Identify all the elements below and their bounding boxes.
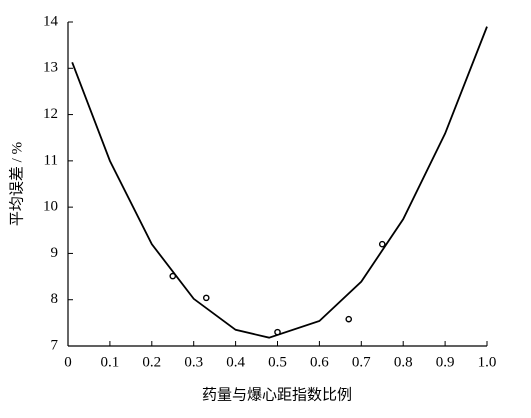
y-tick-label: 11 <box>44 152 58 168</box>
x-tick-label: 0.1 <box>101 354 120 370</box>
y-tick-label: 10 <box>43 199 58 215</box>
x-tick-label: 0.6 <box>310 354 329 370</box>
x-tick-label: 0.4 <box>226 354 245 370</box>
y-tick-label: 14 <box>43 13 59 29</box>
data-point <box>274 328 281 336</box>
x-tick-label: 0.7 <box>352 354 371 370</box>
x-tick-label: 0.8 <box>394 354 413 370</box>
x-tick-label: 0 <box>64 354 72 370</box>
y-tick-label: 13 <box>43 60 58 76</box>
y-tick-label: 7 <box>51 337 59 353</box>
x-tick-label: 0.2 <box>142 354 161 370</box>
y-axis-label: 平均误差 / % <box>8 142 25 226</box>
x-tick-label: 0.5 <box>268 354 287 370</box>
data-point <box>378 240 386 248</box>
x-tick-label: 1.0 <box>478 354 497 370</box>
x-axis-label: 药量与爆心距指数比例 <box>202 386 352 403</box>
y-tick-label: 9 <box>51 245 59 261</box>
x-tick-label: 0.9 <box>436 354 455 370</box>
y-tick-label: 8 <box>51 291 59 307</box>
data-point <box>345 315 353 323</box>
data-point <box>169 272 177 280</box>
fit-curve <box>71 26 488 339</box>
x-tick-label: 0.3 <box>184 354 203 370</box>
y-tick-label: 12 <box>43 106 58 122</box>
data-point <box>202 294 210 302</box>
